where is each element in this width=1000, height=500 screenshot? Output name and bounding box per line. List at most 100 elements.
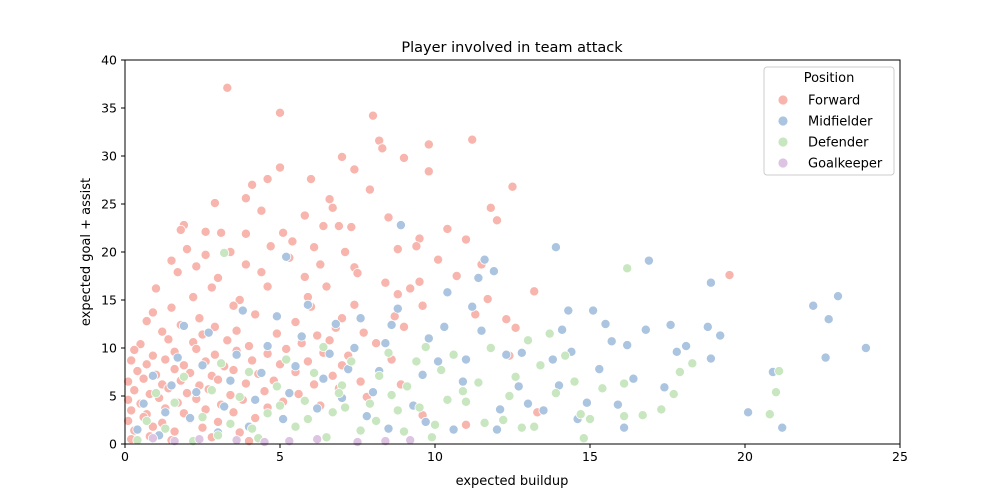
- legend-marker-midfielder: [777, 115, 789, 127]
- point-defender-32: [392, 405, 403, 416]
- point-forward-25: [491, 215, 502, 226]
- point-midfielder-72: [256, 367, 267, 378]
- point-midfielder-17: [640, 324, 651, 335]
- point-defender-49: [234, 391, 245, 402]
- x-axis: 0 5 10 15 20 25: [121, 444, 908, 464]
- point-forward-107: [371, 338, 382, 349]
- point-midfielder-86: [166, 380, 177, 391]
- point-midfielder-65: [296, 331, 307, 342]
- point-midfielder-75: [237, 305, 248, 316]
- point-forward-58: [299, 271, 310, 282]
- point-forward-177: [212, 416, 223, 427]
- legend-label-midfielder: Midfielder: [808, 115, 873, 130]
- point-forward-5: [377, 143, 388, 154]
- point-midfielder-3: [808, 300, 819, 311]
- point-midfielder-73: [250, 394, 261, 405]
- point-forward-21: [256, 205, 267, 216]
- point-midfielder-81: [197, 360, 208, 371]
- point-defender-23: [485, 342, 496, 353]
- point-forward-181: [169, 426, 180, 437]
- point-defender-48: [243, 366, 254, 377]
- point-midfielder-82: [191, 387, 202, 398]
- point-forward-35: [442, 223, 453, 234]
- point-defender-14: [569, 376, 580, 387]
- point-midfielder-85: [172, 352, 183, 363]
- legend: Position Forward Midfielder Defender Goalke…: [763, 66, 895, 176]
- point-forward-89: [209, 321, 220, 332]
- point-forward-180: [147, 421, 158, 432]
- point-midfielder-56: [355, 313, 366, 324]
- point-defender-63: [442, 394, 453, 405]
- y-tick-label-5: 5: [109, 389, 117, 404]
- point-midfielder-12: [681, 341, 692, 352]
- point-forward-30: [240, 228, 251, 239]
- point-forward-68: [529, 286, 540, 297]
- point-defender-29: [420, 342, 431, 353]
- legend-title: Position: [804, 71, 855, 86]
- point-midfielder-91: [132, 424, 143, 435]
- point-forward-24: [383, 212, 394, 223]
- point-forward-112: [209, 349, 220, 360]
- point-defender-60: [132, 435, 143, 446]
- point-defender-65: [398, 426, 409, 437]
- point-defender-7: [668, 389, 679, 400]
- point-forward-76: [228, 300, 239, 311]
- point-forward-38: [181, 244, 192, 255]
- point-forward-1: [274, 107, 285, 118]
- point-defender-6: [674, 366, 685, 377]
- point-forward-182: [197, 422, 208, 433]
- point-forward-126: [302, 356, 313, 367]
- point-midfielder-90: [138, 398, 149, 409]
- point-forward-12: [262, 174, 273, 185]
- point-forward-66: [321, 281, 332, 292]
- point-defender-0: [219, 247, 230, 258]
- point-midfielder-10: [702, 321, 713, 332]
- point-forward-147: [355, 376, 366, 387]
- point-forward-40: [265, 241, 276, 252]
- point-defender-52: [206, 385, 217, 396]
- point-defender-72: [414, 402, 425, 413]
- point-forward-55: [172, 267, 183, 278]
- point-forward-80: [147, 307, 158, 318]
- point-midfielder-68: [278, 414, 289, 425]
- point-forward-73: [392, 289, 403, 300]
- point-forward-144: [240, 378, 251, 389]
- point-midfielder-5: [777, 422, 788, 433]
- point-midfielder-47: [423, 333, 434, 344]
- point-midfielder-2: [823, 314, 834, 325]
- y-axis-label: expected goal + assist: [79, 178, 94, 326]
- point-forward-115: [281, 343, 292, 354]
- point-midfielder-28: [557, 324, 568, 335]
- point-forward-119: [141, 359, 152, 370]
- point-midfielder-33: [516, 347, 527, 358]
- point-defender-61: [516, 422, 527, 433]
- point-midfielder-89: [147, 370, 158, 381]
- point-midfielder-63: [312, 403, 323, 414]
- point-forward-50: [240, 259, 251, 270]
- point-forward-8: [398, 152, 409, 163]
- point-forward-138: [123, 376, 134, 387]
- point-forward-188: [243, 436, 254, 447]
- point-defender-36: [355, 425, 366, 436]
- y-tick-label-40: 40: [101, 53, 117, 68]
- point-defender-71: [386, 390, 397, 401]
- point-midfielder-48: [417, 369, 428, 380]
- point-forward-17: [240, 193, 251, 204]
- point-midfielder-50: [395, 220, 406, 231]
- point-forward-124: [247, 355, 258, 366]
- series-defender: [132, 247, 785, 447]
- point-forward-106: [324, 335, 335, 346]
- point-forward-111: [191, 343, 202, 354]
- point-midfielder-57: [349, 342, 360, 353]
- point-forward-139: [138, 373, 149, 384]
- point-forward-2: [367, 110, 378, 121]
- x-tick-label-15: 15: [582, 449, 598, 464]
- point-forward-100: [135, 339, 146, 350]
- point-forward-46: [200, 249, 211, 260]
- point-defender-19: [550, 388, 561, 399]
- point-defender-69: [274, 400, 285, 411]
- point-forward-29: [216, 227, 227, 238]
- point-forward-153: [225, 390, 236, 401]
- point-forward-59: [352, 268, 363, 279]
